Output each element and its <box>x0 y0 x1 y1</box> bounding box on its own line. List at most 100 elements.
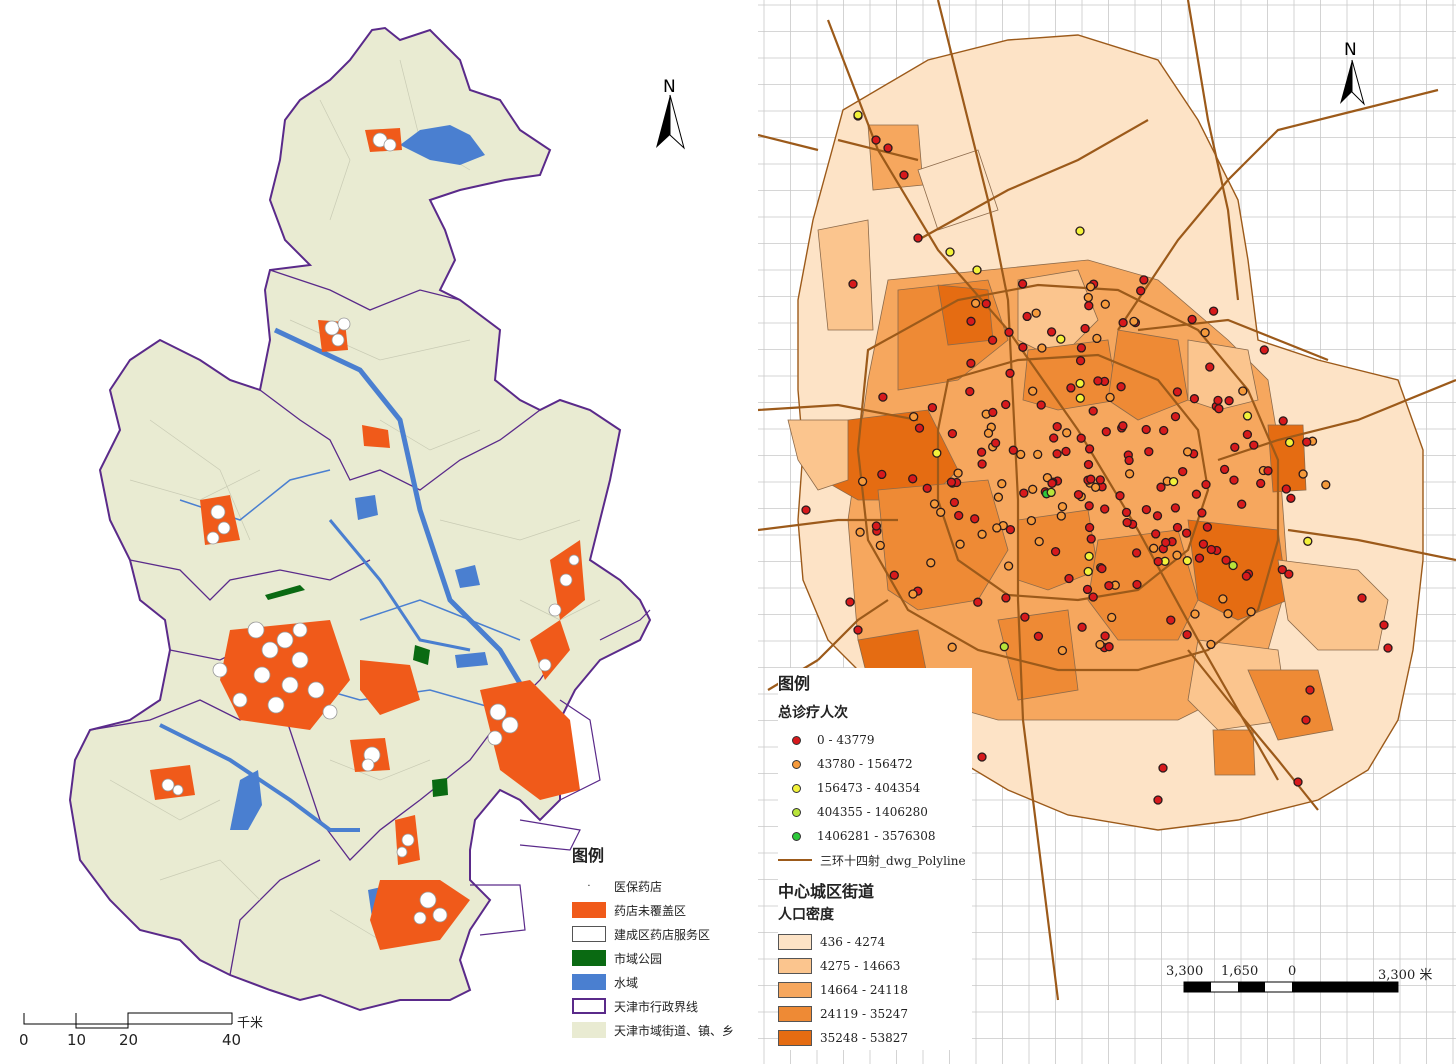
pharmacy-point <box>1129 316 1139 327</box>
pharmacy-point <box>1219 464 1230 475</box>
density-swatch <box>778 934 812 950</box>
pharmacy-point <box>1182 556 1192 566</box>
north-arrow <box>656 94 685 150</box>
pharmacy-point <box>1214 404 1224 414</box>
pharmacy-point <box>1046 487 1056 498</box>
pharmacy-point <box>899 170 909 180</box>
pharmacy-point <box>927 402 938 413</box>
pharmacy-point <box>1197 508 1207 518</box>
pharmacy-point <box>871 135 881 145</box>
pharmacy-point <box>1178 466 1188 477</box>
road-line-icon <box>778 859 812 861</box>
pharmacy-point <box>965 386 975 397</box>
pharmacy-point <box>1303 536 1313 546</box>
density-class: 4275 - 14663 <box>778 954 966 978</box>
pharmacy-point <box>875 540 885 551</box>
pharmacy-point <box>1208 306 1219 316</box>
pharmacy-point <box>909 412 919 422</box>
pharmacy-point <box>908 589 918 599</box>
pharmacy-point <box>877 469 887 480</box>
tianjin-municipal-map: N <box>23 26 685 1029</box>
density-class: 35248 - 53827 <box>778 1026 966 1050</box>
pharmacy-point <box>1052 421 1062 432</box>
legend-label: 14664 - 24118 <box>820 983 909 997</box>
pharmacy-point <box>1056 511 1066 521</box>
legend-label: 436 - 4274 <box>820 935 886 949</box>
pharmacy-point <box>857 476 868 487</box>
pharmacy-point <box>1095 639 1105 650</box>
pharmacy-point <box>853 110 863 120</box>
pharmacy-point <box>1084 551 1094 561</box>
legend-label: 4275 - 14663 <box>820 959 901 973</box>
pharmacy-point <box>1116 382 1126 392</box>
pharmacy-point <box>1050 546 1061 557</box>
pharmacy-point <box>1229 475 1239 485</box>
pharmacy-point <box>1095 475 1105 485</box>
pharmacy-point <box>1104 642 1114 652</box>
pharmacy-point <box>1218 594 1228 604</box>
pharmacy-point <box>1097 563 1107 574</box>
pharmacy-point <box>977 752 987 762</box>
pharmacy-point <box>1141 424 1151 435</box>
scale-tick: 0 <box>19 1031 29 1049</box>
legend-item-uncovered: 药店未覆盖区 <box>572 898 734 922</box>
pharmacy-point <box>966 316 976 326</box>
pharmacy-point <box>1105 392 1115 403</box>
pharmacy-point <box>1100 631 1110 641</box>
visits-dot-icon <box>792 735 801 745</box>
pharmacy-point <box>977 529 987 539</box>
pharmacy-point <box>1028 484 1038 494</box>
scale-tick: 40 <box>222 1031 242 1049</box>
legend-title: 图例 <box>572 846 605 865</box>
pharmacy-point <box>1057 645 1068 656</box>
pharmacy-point <box>1056 334 1066 344</box>
pharmacy-point <box>1152 511 1163 521</box>
pharmacy-point <box>1182 629 1192 640</box>
pharmacy-point <box>1293 777 1303 787</box>
pharmacy-point <box>1062 428 1072 438</box>
pharmacy-point <box>1228 560 1238 571</box>
pharmacy-point <box>1139 275 1149 285</box>
pharmacy-point <box>1321 480 1331 490</box>
legend-item-service: 建成区药店服务区 <box>572 922 734 946</box>
pharmacy-point <box>1005 524 1016 535</box>
pharmacy-point <box>1153 795 1163 805</box>
pharmacy-point <box>1201 479 1211 490</box>
pharmacy-point <box>976 447 987 457</box>
legend-label: 43780 - 156472 <box>817 757 913 771</box>
scale-tick: 1,650 <box>1221 964 1259 979</box>
pharmacy-point <box>1136 286 1146 296</box>
pharmacy-point <box>1121 507 1132 518</box>
pharmacy-point <box>1075 356 1086 366</box>
legend-item-boundary: 天津市行政界线 <box>572 994 734 1018</box>
visits-class: 43780 - 156472 <box>778 752 966 776</box>
pharmacy-point <box>1198 539 1209 549</box>
visits-dot-icon <box>792 807 801 817</box>
pharmacy-point <box>1082 584 1093 595</box>
pharmacy-point <box>1076 433 1086 443</box>
pharmacy-point <box>1149 543 1159 553</box>
uncovered-swatch <box>572 902 606 918</box>
pharmacy-point <box>1047 478 1057 488</box>
pharmacy-point <box>1005 368 1015 378</box>
pharmacy-point <box>908 474 918 484</box>
boundary-swatch <box>572 998 606 1014</box>
legend-label: 35248 - 53827 <box>820 1031 909 1045</box>
pharmacy-point <box>1008 445 1018 455</box>
pharmacy-point <box>1037 343 1047 353</box>
pharmacy-point <box>977 459 987 469</box>
pharmacy-point <box>1083 292 1093 303</box>
pharmacy-point <box>1101 427 1111 437</box>
pharmacy-point <box>1301 715 1311 725</box>
pharmacy-point <box>1086 534 1096 544</box>
road-legend: 三环十四射_dwg_Polyline <box>778 848 966 872</box>
density-swatch <box>778 958 812 974</box>
legend-label: 天津市行政界线 <box>614 999 699 1014</box>
pharmacy-point <box>1084 501 1094 511</box>
pharmacy-point <box>848 279 858 289</box>
north-label: N <box>1344 40 1357 60</box>
pharmacy-point <box>1263 466 1273 476</box>
pharmacy-point <box>1083 566 1093 577</box>
district-title: 中心城区街道 <box>778 882 875 901</box>
legend-title: 图例 <box>778 674 811 693</box>
